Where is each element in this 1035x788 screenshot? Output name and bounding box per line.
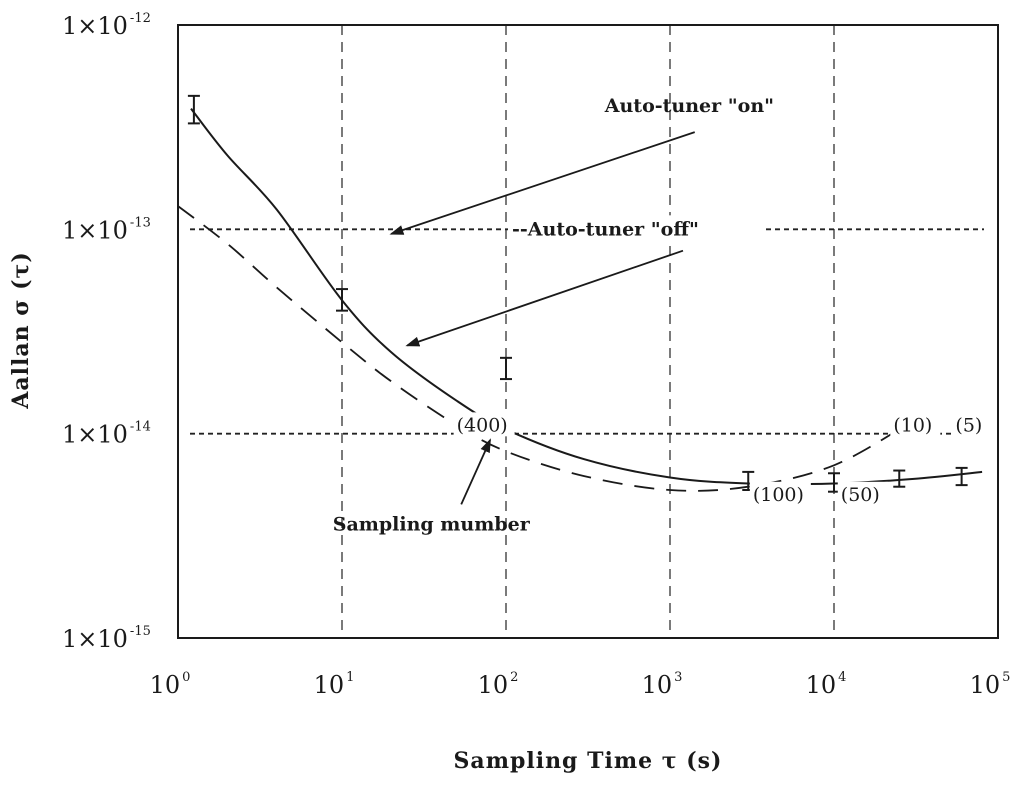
annotation-layer: Auto-tuner "on" --Auto-tuner "off" Samplin… (333, 95, 992, 535)
auto-tuner-on-curve (190, 107, 983, 486)
error-bar (336, 288, 348, 312)
annotation-auto-tuner-off: --Auto-tuner "off" (512, 218, 699, 240)
x-tick-label: 10 5 (970, 670, 1011, 699)
error-bar (955, 466, 968, 487)
x-tick-label: 10 4 (806, 670, 847, 699)
sample-number-label: (10) (893, 414, 932, 436)
annotation-sampling-number: Sampling mumber (333, 513, 531, 535)
y-tick-label: 1×10 -15 (62, 624, 151, 653)
sample-number-label: (100) (753, 484, 804, 506)
grid-layer (190, 25, 984, 638)
annotation-arrow-on (389, 131, 696, 235)
y-axis-label: Aallan σ (τ) (8, 251, 34, 409)
annotation-auto-tuner-on: Auto-tuner "on" (604, 95, 774, 117)
sample-label-background (749, 481, 811, 506)
sample-label-background (453, 412, 515, 437)
x-axis-label: Sampling Time τ (s) (454, 748, 723, 774)
plot-frame (177, 24, 999, 639)
error-bar (187, 94, 200, 125)
error-bar (893, 469, 906, 488)
sample-number-label: (50) (841, 484, 880, 506)
tick-label-layer: 10 0 10 1 10 2 10 3 10 4 10 5 1×10 -12 1×10 -13 1×10 -14 1… (62, 11, 1010, 699)
annotation-background (508, 215, 763, 242)
annotation-arrow-sampling (460, 438, 491, 505)
y-tick-label: 1×10 -14 (62, 420, 151, 449)
sample-label-background (837, 481, 888, 506)
y-tick-label: 1×10 -13 (62, 215, 151, 244)
sample-number-label: (5) (955, 414, 982, 436)
x-tick-label: 10 1 (314, 670, 355, 699)
x-tick-label: 10 3 (642, 670, 683, 699)
x-tick-label: 10 2 (478, 670, 519, 699)
sample-label-background (890, 412, 941, 437)
sample-number-label: (400) (457, 414, 508, 436)
annotation-arrow-off (405, 249, 684, 347)
x-tick-label: 10 0 (150, 670, 191, 699)
error-bar-layer (187, 94, 968, 493)
auto-tuner-off-curve (177, 205, 913, 492)
error-bar (500, 356, 512, 381)
sample-label-background (952, 412, 992, 437)
y-tick-label: 1×10 -12 (62, 11, 151, 40)
